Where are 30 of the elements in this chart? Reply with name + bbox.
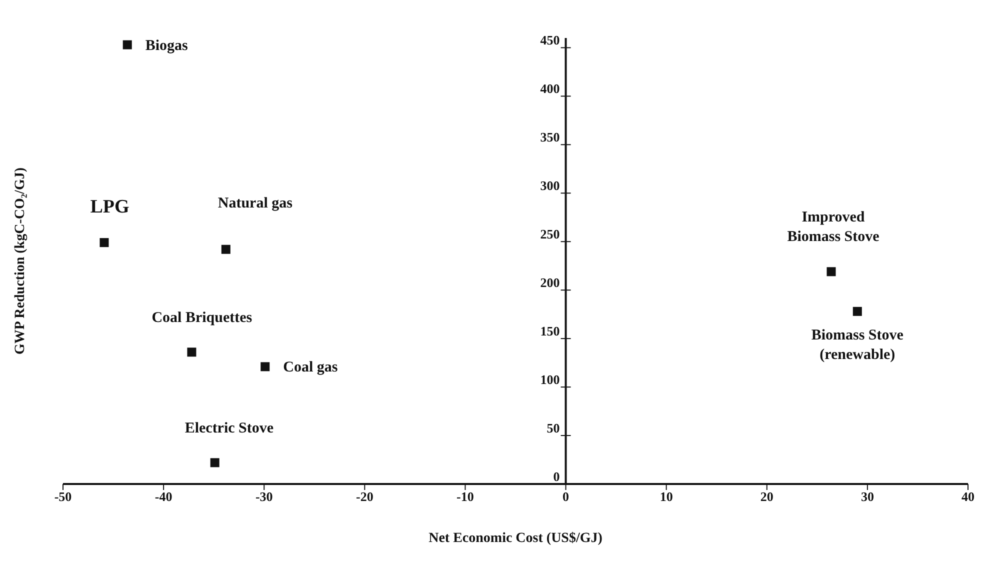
x-tick-label: -20 [356,489,374,504]
x-tick-label: -10 [456,489,474,504]
y-tick-label: 100 [540,372,560,388]
y-tick-label: 350 [540,130,560,145]
x-axis-title: Net Economic Cost (US$/GJ) [428,531,603,546]
annotation: Electric Stove [184,420,274,437]
y-axis-title: GWP Reduction (kgC-CO₂/GJ) [13,167,28,354]
y-tick-label: 250 [540,226,560,242]
x-tick-label: -30 [255,489,273,504]
y-tick-label: 300 [540,178,560,194]
annotation: Biogas [145,38,188,54]
annotation: Natural gas [218,195,293,212]
y-tick-label: 150 [540,324,560,339]
x-tick-label: 40 [962,489,974,504]
annotation: Coal Briquettes [152,310,252,326]
annotation: Coal gas [283,360,338,376]
y-tick-label: 450 [540,32,560,48]
y-tick-label: 400 [540,81,560,96]
x-tick-label: 30 [860,489,874,504]
x-tick-label: 10 [660,489,673,504]
y-tick-label: 0 [553,469,560,484]
x-tick-label: 0 [562,489,570,504]
x-tick-label: -50 [54,489,72,504]
y-tick-label: 50 [546,420,560,436]
annotation: Biomass Stove (renewable) [811,327,904,363]
x-tick-label: -40 [154,489,172,504]
y-tick-label: 200 [540,275,560,290]
x-tick-label: 20 [760,489,774,504]
annotation: LPG [90,196,130,218]
annotation: Improved Biomass Stove [787,210,880,246]
